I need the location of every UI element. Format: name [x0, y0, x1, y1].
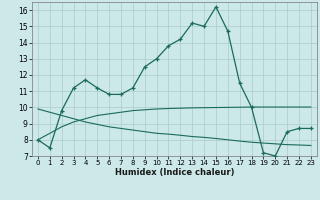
X-axis label: Humidex (Indice chaleur): Humidex (Indice chaleur) — [115, 168, 234, 177]
